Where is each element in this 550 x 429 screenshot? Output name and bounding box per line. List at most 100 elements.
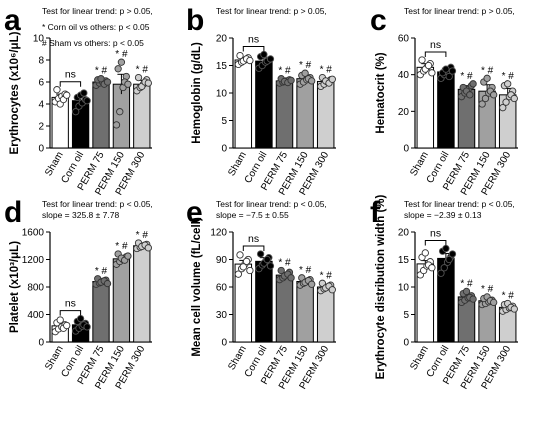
ns-label: ns [430, 228, 441, 240]
y-tick-label: 40 [398, 70, 410, 81]
data-point [510, 94, 518, 103]
data-point [263, 255, 271, 264]
panel-letter-c: c [370, 4, 387, 37]
data-point [246, 56, 254, 65]
ns-label: ns [248, 233, 259, 245]
bar-perm-75 [275, 274, 294, 343]
bar-perm-75 [92, 281, 110, 343]
data-point [144, 244, 152, 252]
significance-mark: * # [320, 270, 333, 281]
note-a-sham: # Sham vs others: p < 0.05 [42, 38, 144, 48]
data-point [445, 255, 453, 264]
data-point [421, 249, 429, 257]
data-point [246, 266, 254, 275]
y-axis-label: Erythrocytes (x10⁶/μL) [9, 31, 21, 154]
data-point [445, 72, 453, 81]
y-axis-label: Hemoglobin (g/dL) [191, 42, 203, 144]
ns-bracket [59, 81, 82, 87]
y-tick-label: 1200 [22, 255, 45, 266]
data-point [266, 55, 275, 63]
data-point [328, 286, 336, 294]
data-point [103, 279, 112, 288]
y-tick-label: 8 [38, 56, 44, 67]
data-point [256, 250, 265, 258]
ns-label: ns [430, 39, 441, 51]
bar-perm-75 [275, 80, 294, 149]
note-a-trend: Test for linear trend: p > 0.05, [42, 6, 153, 16]
y-axis-label: Erythrocyte distribution width (%) [375, 195, 387, 380]
data-point [236, 51, 244, 60]
data-point [499, 104, 507, 112]
data-point [424, 61, 433, 70]
data-point [83, 97, 91, 105]
data-point [103, 78, 112, 86]
significance-mark: * # [481, 284, 494, 295]
bar-corn-oil [437, 71, 455, 149]
significance-mark: * # [460, 278, 473, 289]
bar-sham [234, 59, 253, 149]
y-axis-label: Mean cell volume (fL/cell) [191, 217, 203, 356]
y-tick-label: 4 [38, 100, 44, 111]
data-point [287, 76, 295, 85]
significance-mark: * # [115, 241, 128, 252]
data-point [114, 65, 122, 73]
data-point [144, 79, 152, 87]
data-point [56, 316, 64, 324]
data-point [478, 100, 486, 108]
bar-sham [416, 66, 435, 149]
note-f-trend: Test for linear trend: p < 0.05, [404, 199, 515, 209]
note-b-trend: Test for linear trend: p > 0.05, [216, 6, 327, 16]
bar-perm-150 [112, 258, 131, 343]
bar-perm-300 [316, 286, 335, 343]
data-point [63, 321, 71, 330]
panel-letter-f: f [370, 196, 381, 229]
significance-mark: * # [320, 65, 333, 76]
note-f-slope: slope = −2.39 ± 0.13 [404, 210, 482, 220]
ns-bracket [242, 46, 265, 52]
data-point [308, 280, 316, 288]
y-tick-label: 15 [398, 255, 410, 266]
significance-mark: * # [278, 258, 291, 269]
y-tick-label: 20 [216, 34, 228, 45]
data-point [490, 298, 498, 307]
data-point [510, 305, 518, 313]
data-point [266, 262, 275, 270]
data-point [466, 91, 474, 99]
data-point [504, 80, 512, 88]
ns-label: ns [65, 298, 76, 310]
data-point [124, 80, 132, 88]
ns-label: ns [65, 69, 76, 81]
data-point [442, 244, 450, 253]
panel-f: 0 5 10 15 20 Erythrocyte distribution width (… [375, 195, 518, 391]
data-point [80, 89, 88, 97]
y-tick-label: 20 [398, 228, 410, 239]
y-tick-label: 1600 [22, 228, 45, 239]
y-tick-label: 6 [38, 78, 44, 89]
panel-letter-a: a [4, 4, 21, 37]
data-point [502, 98, 510, 106]
data-point [72, 108, 80, 116]
data-point [437, 269, 445, 277]
data-point [234, 270, 243, 278]
data-point [63, 91, 71, 99]
data-point [483, 74, 491, 82]
y-tick-label: 15 [216, 61, 228, 72]
y-tick-label: 120 [210, 228, 227, 239]
bar-perm-300 [133, 245, 151, 343]
note-e-trend: Test for linear trend: p < 0.05, [216, 199, 327, 209]
ns-bracket [242, 245, 265, 251]
panel-letter-d: d [4, 196, 22, 229]
significance-mark: * # [502, 71, 515, 82]
y-tick-label: 800 [27, 283, 44, 294]
data-point [469, 80, 477, 88]
data-point [112, 121, 121, 129]
data-point [448, 67, 457, 75]
data-point [442, 65, 450, 73]
data-point [490, 91, 498, 99]
data-point [242, 257, 251, 265]
panel-letter-b: b [186, 4, 204, 37]
data-point [287, 274, 295, 282]
ns-bracket [59, 310, 82, 316]
